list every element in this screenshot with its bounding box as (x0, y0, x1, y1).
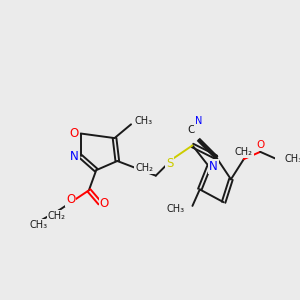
Text: N: N (195, 116, 203, 126)
Text: O: O (70, 127, 79, 140)
Text: O: O (100, 197, 109, 210)
Text: O: O (256, 140, 264, 149)
Text: N: N (70, 150, 79, 163)
Text: C: C (187, 125, 194, 135)
Text: CH₃: CH₃ (29, 220, 48, 230)
Text: CH₃: CH₃ (284, 154, 300, 164)
Text: N: N (209, 160, 218, 173)
Text: CH₂: CH₂ (135, 163, 153, 173)
Text: CH₂: CH₂ (235, 147, 253, 157)
Text: CH₃: CH₃ (135, 116, 153, 126)
Text: O: O (66, 193, 75, 206)
Text: CH₂: CH₂ (48, 211, 66, 221)
Text: CH₃: CH₃ (167, 204, 185, 214)
Text: S: S (166, 157, 173, 170)
